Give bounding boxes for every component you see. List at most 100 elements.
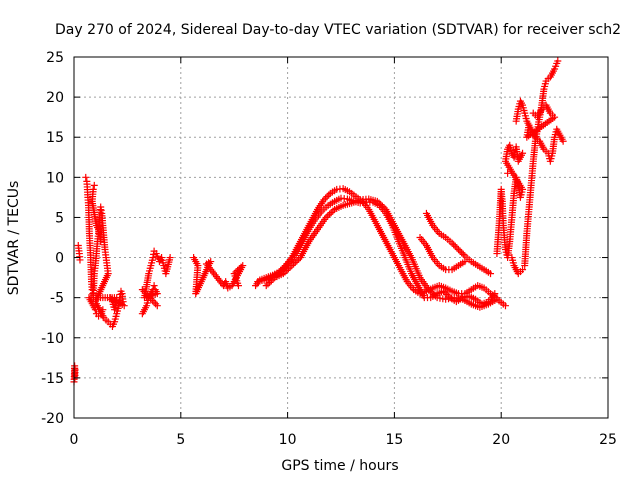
data-point	[323, 193, 331, 201]
grid	[74, 57, 608, 418]
data-point	[288, 262, 296, 270]
chart-title: Day 270 of 2024, Sidereal Day-to-day VTE…	[55, 22, 621, 38]
data-point	[453, 244, 461, 252]
data-point	[458, 249, 466, 257]
data-point	[377, 201, 385, 209]
data-point	[138, 286, 146, 294]
data-point	[71, 366, 79, 374]
data-point	[525, 121, 533, 129]
y-tick-label: -20	[41, 411, 64, 427]
y-tick-label: 15	[46, 130, 64, 146]
data-point	[443, 290, 451, 298]
data-point	[281, 268, 289, 276]
data-point	[504, 169, 512, 177]
data-point	[88, 286, 96, 294]
data-point	[491, 290, 499, 298]
data-point	[559, 137, 567, 145]
data-point	[232, 268, 240, 276]
series-secondary-arc	[416, 209, 495, 278]
data-point	[425, 286, 433, 294]
data-point	[283, 266, 291, 274]
data-point	[235, 265, 243, 273]
data-point	[322, 194, 330, 202]
data-point	[451, 242, 459, 250]
data-point	[329, 207, 337, 215]
axis-ticks: 0 5 10 15 20 25 -20 -15 -10 -5 0 5 10 15 20 25	[41, 50, 617, 448]
x-tick-label: 10	[279, 432, 297, 448]
data-point	[264, 280, 272, 288]
data-points	[70, 57, 567, 386]
data-point	[430, 290, 438, 298]
data-point	[461, 258, 469, 266]
data-point	[279, 270, 287, 278]
data-point	[239, 262, 247, 270]
data-point	[375, 199, 383, 207]
data-point	[97, 238, 105, 246]
series-early-bursts	[82, 173, 128, 331]
data-point	[428, 289, 436, 297]
data-point	[293, 257, 301, 265]
data-point	[554, 57, 562, 65]
data-point	[234, 266, 242, 274]
data-point	[286, 263, 294, 271]
data-point	[150, 282, 158, 290]
series-rise-band-3	[262, 195, 509, 311]
series-late-rise	[493, 57, 567, 278]
data-point	[325, 210, 333, 218]
x-tick-label: 5	[176, 432, 185, 448]
data-point	[82, 173, 90, 181]
data-point	[237, 263, 245, 271]
data-point	[459, 250, 467, 258]
series-start-cluster	[70, 242, 84, 386]
data-point	[456, 247, 464, 255]
data-point	[284, 265, 292, 273]
data-point	[90, 181, 98, 189]
data-point	[262, 282, 270, 290]
data-point	[295, 255, 303, 263]
y-tick-label: 0	[55, 251, 64, 267]
data-point	[440, 287, 448, 295]
data-point	[150, 298, 158, 306]
y-tick-label: 25	[46, 50, 64, 66]
data-point	[327, 209, 335, 217]
data-point	[99, 306, 107, 314]
data-point	[152, 300, 160, 308]
data-point	[519, 149, 527, 157]
y-tick-label: 5	[55, 210, 64, 226]
data-point	[487, 270, 495, 278]
y-tick-label: 20	[46, 90, 64, 106]
data-point	[380, 204, 388, 212]
data-point	[153, 302, 161, 310]
data-point	[378, 202, 386, 210]
data-point	[269, 275, 277, 283]
y-tick-label: -10	[41, 331, 64, 347]
x-tick-label: 15	[385, 432, 403, 448]
data-point	[324, 212, 332, 220]
data-point	[519, 266, 527, 274]
data-point	[501, 302, 509, 310]
data-point	[320, 196, 328, 204]
data-point	[290, 260, 298, 268]
data-point	[426, 287, 434, 295]
data-point	[373, 197, 381, 205]
data-point	[454, 246, 462, 254]
x-axis-label: GPS time / hours	[281, 458, 398, 474]
plot-frame	[73, 56, 609, 419]
data-point	[441, 289, 449, 297]
x-tick-label: 25	[599, 432, 617, 448]
y-tick-label: -5	[50, 291, 64, 307]
data-point	[166, 254, 174, 262]
data-point	[266, 278, 274, 286]
x-tick-label: 20	[492, 432, 510, 448]
series-mid-sparse	[138, 247, 247, 318]
data-point	[431, 292, 439, 300]
data-point	[291, 258, 299, 266]
data-point	[322, 213, 330, 221]
x-tick-label: 0	[70, 432, 79, 448]
data-point	[448, 239, 456, 247]
data-point	[325, 191, 333, 199]
data-point	[267, 277, 275, 285]
data-point	[234, 282, 242, 290]
y-tick-label: 10	[46, 170, 64, 186]
